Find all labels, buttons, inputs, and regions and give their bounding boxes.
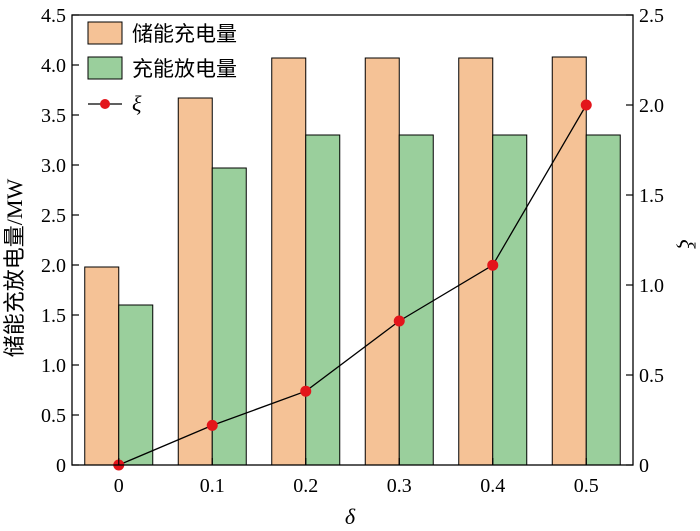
legend-label-charge: 储能充电量 <box>132 22 237 46</box>
x-axis-title: δ <box>345 504 356 529</box>
xi-line <box>118 104 587 466</box>
legend-swatch-discharge <box>87 56 123 80</box>
y-tick-label: 3.0 <box>41 155 66 177</box>
left-axis: 0 0.5 1.0 1.5 2.0 2.5 3.0 3.5 4.0 4.5 <box>41 5 79 477</box>
bar-charge-1 <box>177 97 213 466</box>
y2-tick-label: 0 <box>639 455 649 477</box>
x-tick-label: 0.3 <box>387 475 412 497</box>
legend-label-discharge: 充能放电量 <box>132 57 237 81</box>
legend-swatch-charge <box>87 21 123 45</box>
xi-point-3 <box>393 315 405 327</box>
y2-axis-title: ξ <box>675 239 700 249</box>
bar-charge-0 <box>84 266 120 466</box>
xi-point-4 <box>487 259 499 271</box>
y2-tick-label: 1.0 <box>639 275 664 297</box>
line-layer <box>113 99 592 471</box>
y-tick-label: 2.0 <box>41 255 66 277</box>
x-axis: 0 0.1 0.2 0.3 0.4 0.5 <box>114 458 599 497</box>
bar-discharge-4 <box>492 134 528 466</box>
y2-tick-label: 2.0 <box>639 95 664 117</box>
bar-discharge-2 <box>305 134 341 466</box>
y-tick-label: 0 <box>56 455 66 477</box>
bar-charge-2 <box>271 57 307 466</box>
xi-point-1 <box>206 419 218 431</box>
x-tick-label: 0 <box>114 475 124 497</box>
y2-tick-label: 1.5 <box>639 185 664 207</box>
bar-discharge-3 <box>398 134 434 466</box>
bar-discharge-0 <box>118 304 154 466</box>
legend: 储能充电量 充能放电量 ξ <box>87 21 237 116</box>
x-tick-label: 0.4 <box>480 475 505 497</box>
y-tick-label: 4.0 <box>41 55 66 77</box>
y-tick-label: 2.5 <box>41 205 66 227</box>
y-tick-label: 4.5 <box>41 5 66 27</box>
y2-tick-label: 2.5 <box>639 5 664 27</box>
y-tick-label: 1.5 <box>41 305 66 327</box>
y-tick-label: 3.5 <box>41 105 66 127</box>
bar-charge-3 <box>364 57 400 466</box>
right-axis: 0 0.5 1.0 1.5 2.0 2.5 <box>626 5 664 477</box>
y2-tick-label: 0.5 <box>639 365 664 387</box>
legend-marker-xi <box>100 99 110 109</box>
xi-point-5 <box>580 99 592 111</box>
x-tick-label: 0.5 <box>574 475 599 497</box>
bar-charge-5 <box>551 56 587 466</box>
bar-charge-4 <box>458 57 494 466</box>
x-tick-label: 0.2 <box>293 475 318 497</box>
y-axis-title: 储能充放电量/MW <box>2 179 27 358</box>
bar-layer <box>84 56 621 466</box>
bar-discharge-5 <box>585 134 621 466</box>
x-tick-label: 0.1 <box>200 475 225 497</box>
legend-label-xi: ξ <box>132 91 142 116</box>
xi-point-2 <box>300 385 312 397</box>
y-tick-label: 1.0 <box>41 355 66 377</box>
y-tick-label: 0.5 <box>41 405 66 427</box>
plot-frame <box>71 14 634 466</box>
bar-discharge-1 <box>211 167 247 466</box>
